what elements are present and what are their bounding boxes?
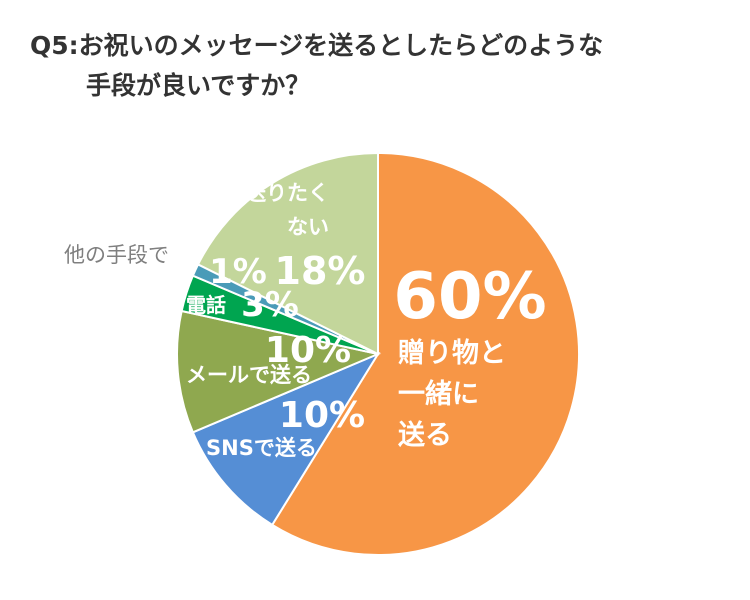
slice-category-label-line: SNSで送る xyxy=(206,436,317,460)
slice-category-label: 贈り物と一緒に送る xyxy=(398,337,506,451)
slice-category-label-line: 電話 xyxy=(186,293,226,317)
slice-category-label-line: ない xyxy=(287,215,329,239)
slice-value-label: 3% xyxy=(241,285,299,325)
chart-title: Q5:お祝いのメッセージを送るとしたらどのような 手段が良いですか？ xyxy=(30,26,603,106)
slice-category-label-line: 他の手段で xyxy=(64,243,169,267)
pie-slice xyxy=(270,151,580,556)
slice-category-label: 他の手段で xyxy=(64,243,169,267)
pie-slices xyxy=(176,151,580,556)
slice-category-label-line: メールで送る xyxy=(186,363,312,387)
slice-category-label: SNSで送る xyxy=(206,436,317,460)
slice-value-label: 18% xyxy=(275,249,366,293)
slice-category-label-line: 送る xyxy=(398,420,452,451)
chart-title-line-1: Q5:お祝いのメッセージを送るとしたらどのような xyxy=(30,31,604,60)
slice-value-label: 1% xyxy=(209,252,267,292)
slice-category-label: 送りたくない xyxy=(245,181,329,239)
slice-category-label: 電話 xyxy=(186,293,226,317)
chart-title-line-2: 手段が良いですか？ xyxy=(86,71,311,100)
slice-value-label: 10% xyxy=(279,395,365,436)
slice-value-label: 60% xyxy=(393,260,546,334)
pie-slice xyxy=(191,351,381,527)
slice-value-label: 10% xyxy=(265,330,351,371)
pie-slice xyxy=(196,151,379,356)
slice-category-label-line: 一緒に xyxy=(398,378,479,410)
slice-category-label: メールで送る xyxy=(186,363,312,387)
slice-category-label-line: 送りたく xyxy=(245,181,329,205)
slice-category-label-line: 贈り物と xyxy=(398,337,506,369)
pie-slice xyxy=(176,309,382,434)
